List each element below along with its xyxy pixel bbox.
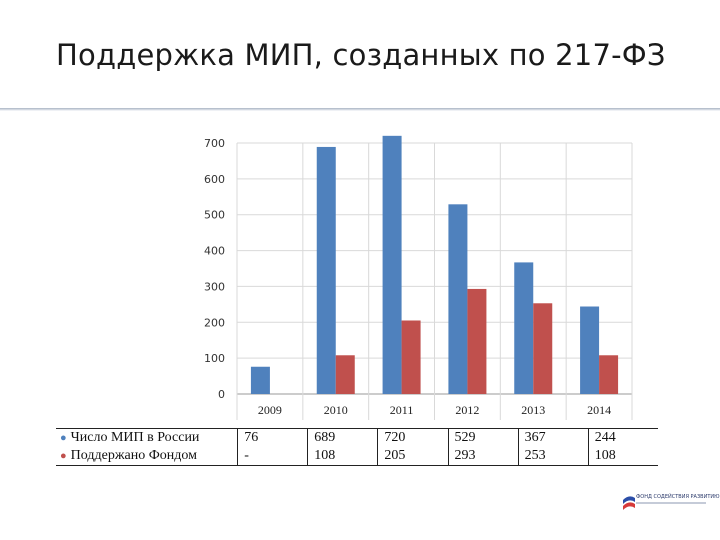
y-axis-ticks: 0 100 200 300 400 500 600 700	[204, 137, 225, 401]
bar-mip-russia	[580, 306, 600, 394]
x-tick-label: 2014	[587, 403, 611, 417]
y-tick-label: 0	[218, 388, 225, 401]
chart-bars	[250, 135, 619, 395]
table-cell: 205	[377, 447, 449, 466]
table-cell: 253	[517, 447, 589, 466]
table-cell: 367	[517, 428, 589, 447]
logo-flag-icon	[623, 496, 635, 510]
row-label: ● Число МИП в России	[56, 428, 238, 447]
bar-supported-fund	[467, 288, 487, 394]
bar-mip-russia	[316, 146, 336, 394]
bar-mip-russia	[448, 204, 468, 394]
bar-supported-fund	[599, 355, 619, 394]
table-row: ● Поддержано Фондом - 108 205 293 253 108	[56, 447, 658, 466]
x-tick-label: 2012	[455, 403, 479, 417]
bar-supported-fund	[335, 355, 355, 394]
row-label-text: Поддержано Фондом	[70, 448, 197, 463]
table-cell: -	[237, 447, 308, 466]
bar-supported-fund	[401, 320, 421, 394]
y-tick-label: 500	[204, 209, 225, 222]
data-table: ● Число МИП в России 76 689 720 529 367 2…	[56, 428, 658, 466]
table-cell: 689	[307, 428, 378, 447]
table-cell: 293	[447, 447, 519, 466]
chart-grid	[236, 142, 633, 420]
x-tick-label: 2010	[324, 403, 348, 417]
table-cell: 108	[307, 447, 378, 466]
y-tick-label: 600	[204, 173, 225, 186]
y-tick-label: 300	[204, 280, 225, 293]
y-tick-label: 400	[204, 245, 225, 258]
table-row: ● Число МИП в России 76 689 720 529 367 2…	[56, 428, 658, 447]
x-tick-label: 2013	[521, 403, 545, 417]
table-cell: 720	[377, 428, 449, 447]
series-marker-red: ●	[60, 450, 67, 462]
bar-mip-russia	[382, 135, 402, 395]
bar-supported-fund	[533, 303, 553, 394]
table-cell: 529	[447, 428, 519, 447]
logo-text: ФОНД СОДЕЙСТВИЯ РАЗВИТИЮ	[636, 494, 720, 500]
x-tick-label: 2011	[390, 403, 414, 417]
title-divider	[0, 108, 720, 111]
x-axis-ticks: 2009 2010 2011 2012 2013 2014	[258, 403, 611, 417]
y-tick-label: 100	[204, 352, 225, 365]
fund-logo: ФОНД СОДЕЙСТВИЯ РАЗВИТИЮ	[622, 492, 720, 518]
bar-mip-russia	[250, 366, 270, 394]
y-tick-label: 700	[204, 137, 225, 150]
slide-title: Поддержка МИП, созданных по 217-ФЗ	[56, 38, 666, 72]
table-cell: 108	[587, 447, 658, 466]
x-tick-label: 2009	[258, 403, 282, 417]
row-label: ● Поддержано Фондом	[56, 447, 238, 466]
table-cell: 244	[587, 428, 658, 447]
logo-subline	[636, 502, 706, 504]
y-tick-label: 200	[204, 316, 225, 329]
table-cell: 76	[237, 428, 308, 447]
bar-mip-russia	[514, 262, 534, 394]
row-label-text: Число МИП в России	[70, 430, 200, 445]
series-marker-blue: ●	[60, 432, 67, 444]
